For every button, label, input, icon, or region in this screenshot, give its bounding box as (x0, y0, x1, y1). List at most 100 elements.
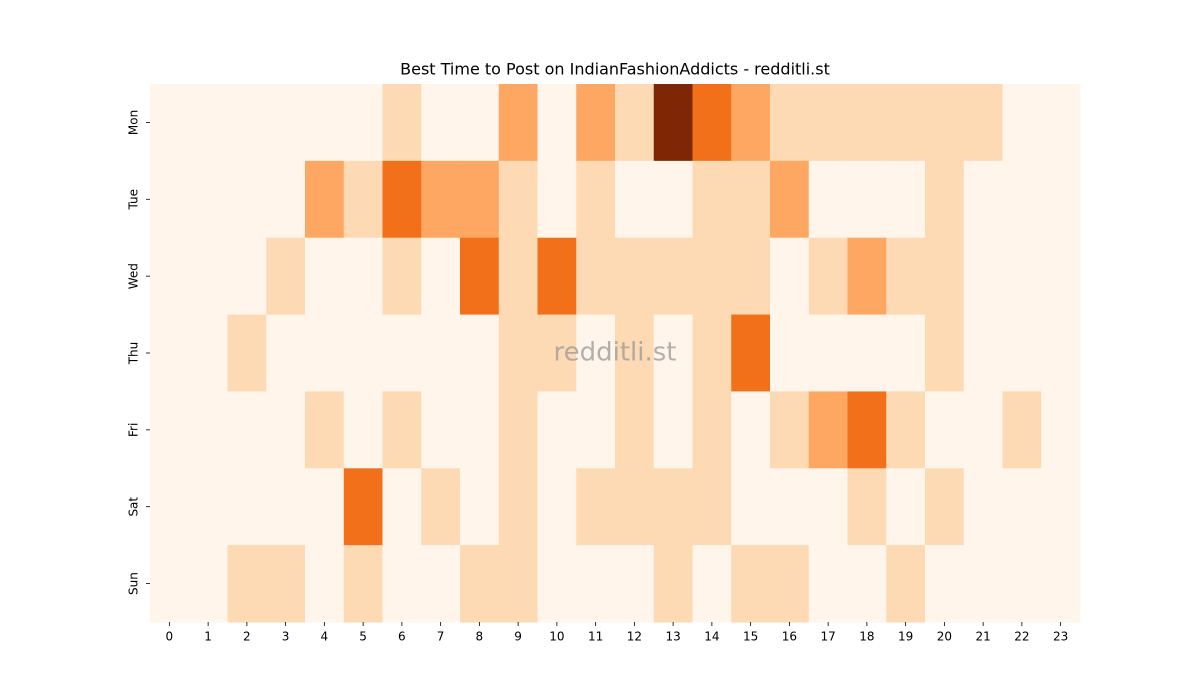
cell (305, 545, 345, 623)
cell (537, 468, 577, 546)
cell (808, 545, 848, 623)
cell (576, 160, 616, 239)
cell (305, 391, 345, 469)
x-tick-label: 23 (1053, 630, 1068, 644)
cell (421, 160, 461, 239)
cell (615, 391, 655, 469)
cell (382, 160, 422, 239)
cell (460, 314, 500, 392)
cell (1002, 237, 1042, 316)
cell (847, 160, 887, 239)
cell (460, 391, 500, 469)
cell (188, 84, 228, 162)
cell (227, 468, 267, 546)
cell (653, 545, 693, 623)
x-tick-label: 3 (282, 630, 290, 644)
cell (1041, 391, 1081, 469)
x-tick-label: 4 (321, 630, 329, 644)
cell (150, 545, 190, 623)
cell (615, 545, 655, 623)
cell (421, 545, 461, 623)
cell (537, 160, 577, 239)
x-tick-label: 2 (243, 630, 251, 644)
y-tick-label: Mon (127, 110, 141, 135)
y-tick-label: Tue (127, 189, 141, 211)
cell (653, 391, 693, 469)
cell (266, 160, 306, 239)
x-tick-label: 7 (437, 630, 445, 644)
cell (886, 468, 926, 546)
y-tick-label: Sat (127, 497, 141, 517)
axes: 0 1 2 3 4 5 6 7 8 9 10 11 12 13 14 15 16 17 18 19 20 21 22 23Mo… (127, 110, 1069, 644)
cell (421, 84, 461, 162)
cell (847, 545, 887, 623)
y-tick-label: Sun (127, 572, 141, 595)
cell (770, 468, 810, 546)
cell (770, 84, 810, 162)
x-tick-label: 13 (665, 630, 680, 644)
cell (150, 468, 190, 546)
cell (227, 160, 267, 239)
cell (343, 160, 383, 239)
cell (382, 545, 422, 623)
x-tick-label: 6 (398, 630, 406, 644)
x-tick-label: 21 (975, 630, 990, 644)
x-tick-label: 8 (476, 630, 484, 644)
cell (382, 314, 422, 392)
cell (460, 468, 500, 546)
cell (847, 391, 887, 469)
cell (808, 160, 848, 239)
cell (498, 545, 538, 623)
cell (692, 391, 732, 469)
cell (808, 314, 848, 392)
cell (925, 237, 965, 316)
cell (498, 314, 538, 392)
cell (847, 237, 887, 316)
cell (963, 468, 1003, 546)
x-tick-label: 22 (1014, 630, 1029, 644)
cell (963, 391, 1003, 469)
cell (808, 391, 848, 469)
cell (653, 160, 693, 239)
cell (537, 314, 577, 392)
cell (808, 84, 848, 162)
x-tick-label: 14 (704, 630, 719, 644)
cell (1002, 545, 1042, 623)
cell (382, 84, 422, 162)
cell (421, 468, 461, 546)
chart-title: Best Time to Post on IndianFashionAddict… (400, 60, 830, 79)
cell (615, 237, 655, 316)
cell (266, 84, 306, 162)
cell (460, 160, 500, 239)
cell (305, 468, 345, 546)
cell (343, 237, 383, 316)
cell (343, 314, 383, 392)
cell (460, 84, 500, 162)
x-tick-label: 1 (204, 630, 212, 644)
cell (150, 391, 190, 469)
cell (266, 237, 306, 316)
cell (150, 237, 190, 316)
cell (537, 237, 577, 316)
x-tick-label: 17 (820, 630, 835, 644)
cell (188, 468, 228, 546)
cell (576, 84, 616, 162)
cell (925, 314, 965, 392)
cell (498, 237, 538, 316)
cell (421, 391, 461, 469)
cell (537, 84, 577, 162)
cell (963, 160, 1003, 239)
cell (731, 237, 771, 316)
cell (1041, 314, 1081, 392)
cell (963, 314, 1003, 392)
cell (305, 160, 345, 239)
cell (460, 545, 500, 623)
cell (615, 160, 655, 239)
cell (266, 314, 306, 392)
cell (343, 545, 383, 623)
cell (653, 237, 693, 316)
cell (1002, 314, 1042, 392)
cell (305, 237, 345, 316)
cell (847, 84, 887, 162)
